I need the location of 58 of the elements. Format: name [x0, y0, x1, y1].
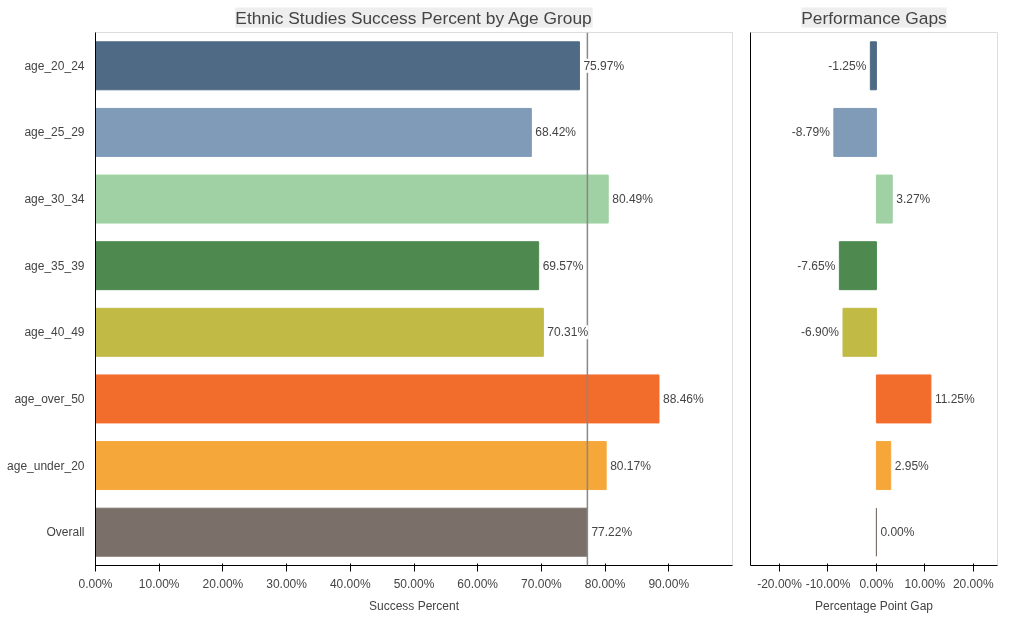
y-tick-label: Overall: [46, 525, 85, 540]
bar: [875, 441, 892, 491]
y-tick-label: age_under_20: [7, 458, 85, 473]
x-tick-label: 70.00%: [521, 576, 563, 591]
chart-title: Ethnic Studies Success Percent by Age Group: [235, 7, 592, 28]
x-tick-label: 10.00%: [904, 576, 946, 591]
bar: [833, 107, 877, 157]
x-axis-title: Success Percent: [368, 598, 460, 613]
x-tick-label: 20.00%: [952, 576, 994, 591]
bar: [95, 41, 580, 91]
data-label: 75.97%: [583, 58, 625, 73]
chart-title: Performance Gaps: [801, 7, 948, 28]
bar: [95, 241, 540, 291]
x-tick-label: 10.00%: [138, 576, 180, 591]
x-tick-label: 20.00%: [202, 576, 244, 591]
data-label: 80.49%: [612, 192, 654, 207]
x-axis-title: Percentage Point Gap: [814, 598, 934, 613]
x-tick-label: 40.00%: [329, 576, 371, 591]
bar: [869, 41, 877, 91]
data-label: 69.57%: [542, 258, 584, 273]
bar: [875, 374, 932, 424]
y-tick-label: age_25_29: [24, 125, 85, 140]
x-tick-label: 30.00%: [266, 576, 308, 591]
x-tick-label: 0.00%: [859, 576, 894, 591]
bar: [95, 507, 588, 557]
bar: [838, 241, 877, 291]
x-tick-label: 90.00%: [648, 576, 690, 591]
data-label: 77.22%: [591, 525, 633, 540]
data-label: -1.25%: [828, 58, 867, 73]
data-label: 80.17%: [610, 458, 652, 473]
y-tick-label: age_20_24: [24, 58, 85, 73]
data-label: 0.00%: [880, 525, 915, 540]
x-tick-label: 50.00%: [393, 576, 435, 591]
x-tick-label: 60.00%: [457, 576, 499, 591]
x-tick-label: -10.00%: [805, 576, 851, 591]
x-tick-label: 0.00%: [78, 576, 113, 591]
data-label: 3.27%: [896, 192, 931, 207]
bar: [95, 174, 609, 224]
x-tick-label: -20.00%: [757, 576, 803, 591]
y-tick-label: age_35_39: [24, 258, 85, 273]
bar: [95, 107, 532, 157]
data-label: -6.90%: [800, 325, 840, 340]
data-label: -8.79%: [791, 125, 831, 140]
data-label: 11.25%: [934, 391, 976, 406]
data-label: 2.95%: [894, 458, 930, 473]
data-label: 88.46%: [662, 391, 705, 406]
data-label: -7.65%: [797, 258, 836, 273]
y-tick-label: age_over_50: [14, 391, 85, 406]
x-tick-label: 80.00%: [584, 576, 626, 591]
bar: [875, 174, 893, 224]
data-label: 70.31%: [547, 325, 589, 340]
bar: [95, 307, 544, 357]
y-tick-label: age_40_49: [24, 325, 85, 340]
bar: [95, 374, 660, 424]
data-label: 68.42%: [535, 125, 577, 140]
bar: [842, 307, 877, 357]
y-tick-label: age_30_34: [24, 192, 85, 207]
bar: [95, 441, 607, 491]
